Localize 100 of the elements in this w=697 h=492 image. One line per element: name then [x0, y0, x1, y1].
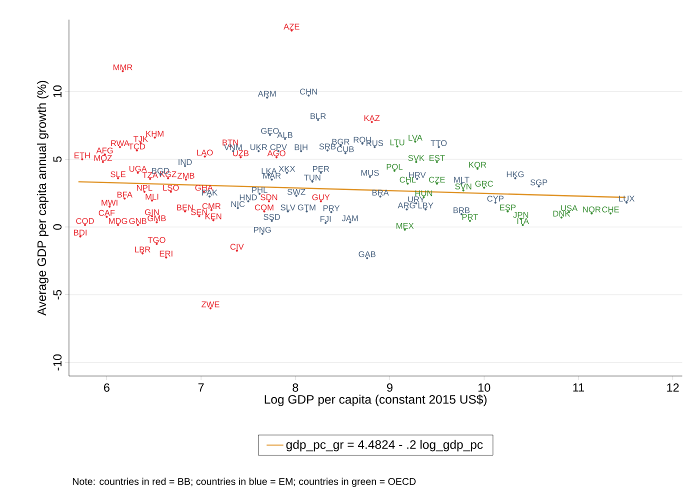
data-label: PER: [313, 166, 330, 172]
data-label: CYP: [487, 196, 504, 202]
data-label: AGO: [267, 150, 286, 156]
data-label: AFG: [96, 148, 113, 154]
data-label: MOZ: [94, 154, 112, 161]
data-label: LAO: [197, 150, 213, 156]
data-label: BIH: [294, 144, 308, 150]
data-label: CHL: [400, 176, 416, 183]
data-label: ERI: [160, 250, 172, 256]
data-label: KEN: [205, 213, 222, 220]
data-label: ITA: [517, 218, 529, 224]
data-label: CHN: [300, 88, 317, 94]
data-label: KHM: [146, 130, 164, 136]
data-label: LUX: [619, 196, 635, 202]
data-label: JPN: [513, 212, 528, 218]
data-label: MLI: [146, 194, 158, 200]
data-label: MUS: [361, 170, 379, 176]
data-label: MDG: [108, 218, 128, 224]
data-label: COD: [76, 218, 94, 224]
data-label: LBR: [135, 246, 150, 252]
data-label: PAK: [202, 190, 218, 196]
data-label: FJI: [320, 216, 331, 222]
y-tick-label: -10: [53, 354, 62, 370]
data-label: ETH: [74, 152, 90, 158]
data-label: TZA: [142, 172, 158, 178]
data-label: POL: [386, 164, 403, 170]
data-label: KOR: [469, 162, 486, 168]
data-label: SGP: [530, 179, 548, 186]
data-label: CAF: [98, 210, 115, 216]
data-label: SWZ: [287, 188, 306, 195]
text: Note: countries in red = BB; countries in blue = EM; countries in green = OECD: [72, 478, 416, 487]
data-label: GIN: [145, 209, 159, 216]
data-label: MAR: [263, 172, 281, 178]
legend-label: gdp_pc_gr = 4.4824 - .2 log_gdp_pc: [286, 440, 483, 452]
data-label: BFA: [117, 192, 133, 198]
x-tick-label: 11: [573, 383, 584, 392]
data-label: MMR: [113, 64, 132, 70]
data-label: TCD: [128, 143, 146, 150]
data-label: MWI: [102, 200, 118, 206]
data-label: URY: [408, 196, 425, 202]
data-label: BRB: [454, 207, 470, 214]
data-label: BDI: [74, 230, 86, 236]
data-label: UKR: [250, 144, 268, 150]
data-label: BEN: [177, 204, 193, 210]
data-label: NPL: [137, 184, 152, 191]
data-label: UGA: [129, 166, 147, 172]
data-label: RWA: [111, 140, 130, 146]
data-label: LTU: [390, 139, 404, 146]
data-label: CIV: [230, 244, 244, 250]
x-tick-label: 7: [198, 383, 204, 392]
data-label: ZMB: [177, 172, 194, 178]
data-label: BTN: [222, 140, 238, 146]
data-label: USA: [561, 205, 578, 212]
data-label: GMB: [148, 215, 166, 222]
data-label: PNG: [254, 226, 271, 233]
y-tick-label: -5: [53, 290, 62, 300]
x-tick-label: 12: [667, 383, 679, 392]
data-label: NOR: [583, 206, 601, 212]
data-label: LSO: [163, 184, 179, 191]
data-label: DNK: [553, 210, 570, 216]
data-label: SVK: [408, 154, 424, 161]
data-label: MLT: [454, 176, 470, 183]
y-axis-title: Average GDP per capita annual growth (%): [37, 80, 48, 316]
data-label: XKX: [278, 166, 296, 172]
data-label: GHA: [195, 184, 213, 191]
data-label: HKG: [506, 171, 524, 178]
data-label: GAB: [358, 251, 376, 258]
y-tick-label: 10: [53, 85, 62, 98]
data-label: LVA: [408, 134, 422, 141]
data-label: SDN: [260, 194, 278, 200]
data-label: HND: [240, 194, 257, 200]
data-label: PRY: [323, 205, 340, 212]
data-label: CPV: [270, 144, 287, 150]
data-label: CUB: [337, 146, 354, 152]
data-label: TUN: [304, 174, 320, 181]
y-tick-label: 5: [53, 156, 62, 162]
data-label: EST: [430, 154, 445, 161]
data-label: GUY: [312, 194, 330, 200]
data-label: ARG: [398, 202, 416, 208]
data-label: IND: [178, 159, 192, 165]
data-label: CZE: [429, 176, 445, 183]
data-label: TJK: [133, 136, 148, 142]
x-axis-title: Log GDP per capita (constant 2015 US$): [264, 394, 487, 406]
data-label: MEX: [396, 222, 414, 229]
data-label: TGO: [148, 236, 166, 243]
data-label: SVN: [455, 183, 472, 190]
data-label: GNB: [129, 218, 146, 224]
data-label: CHE: [602, 206, 619, 212]
data-label: SRB: [319, 143, 336, 150]
data-label: KAZ: [364, 115, 380, 121]
data-label: AZE: [284, 24, 300, 30]
data-label: SEN: [191, 209, 208, 216]
y-tick-label: 0: [53, 224, 62, 230]
data-label: COM: [254, 204, 274, 210]
data-label: LBY: [418, 202, 434, 208]
data-label: BRA: [372, 190, 389, 196]
data-label: BGR: [332, 138, 350, 145]
x-tick-label: 9: [387, 383, 392, 392]
data-label: ALB: [277, 132, 292, 138]
data-label: GTM: [298, 204, 316, 210]
